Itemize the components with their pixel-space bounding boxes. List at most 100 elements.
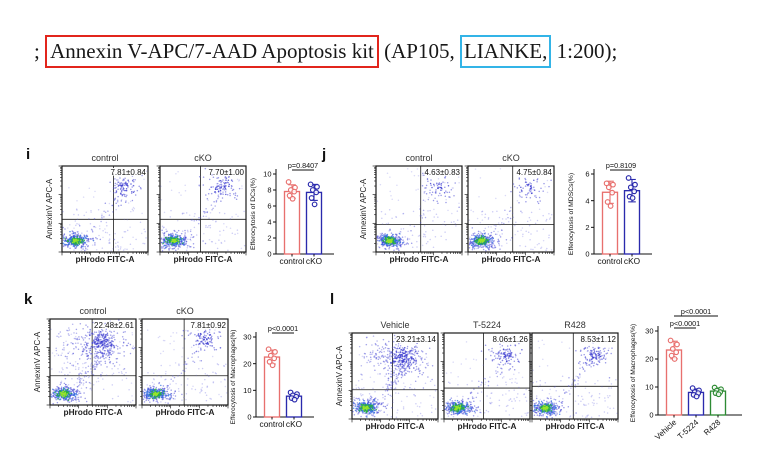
flow-y-axis-label: AnnexinV APC-A [33,331,42,392]
flow-y-axis-label: AnnexinV APC-A [335,345,344,406]
gate-value-label: 22.48±2.61 [94,321,135,330]
y-tick-label: 6 [585,170,589,179]
method-text-line: ; Annexin V-APC/7-AAD Apoptosis kit (AP1… [34,35,617,68]
y-tick-label: 4 [585,196,589,205]
axis-ticks [138,318,229,409]
y-tick-label: 4 [267,218,271,227]
flow-y-axis-label-text: AnnexinV APC-A [33,331,42,392]
p-value-label: p<0.0001 [670,319,700,328]
y-tick-label: 0 [649,411,653,420]
flow-y-axis-label-text: AnnexinV APC-A [335,345,344,406]
flow-x-axis-label: pHrodo FITC-A [64,407,123,417]
axis-ticks [46,318,137,409]
scatter-points [50,319,136,405]
flow-plot-cKO: cKO 7.70±1.00 pHrodo FITC-A [156,153,247,264]
x-category-label: cKO [624,256,641,266]
y-tick-label: 10 [243,386,251,395]
x-category-label: control [260,419,285,429]
panel-letter-i: i [26,146,31,163]
bar-chart-j: 0 2 4 6 Efferocytosis of MDSCs(%) control cKO p… [568,161,652,266]
scatter-points [468,168,553,252]
bar-chart-i: 0 2 4 6 8 10 Efferocytosis of DCs(%) control cKO… [250,161,334,266]
flow-plot-title: control [79,306,106,316]
data-points-cKO [287,389,300,403]
flow-x-axis-label: pHrodo FITC-A [482,254,541,264]
chart-y-axis-label: Efferocytosis of Macrophages(%) [630,324,637,422]
scatter-points [352,334,437,418]
axis-ticks [464,165,555,256]
flow-x-axis-label: pHrodo FITC-A [76,254,135,264]
caption-middle: (AP105, [378,39,460,63]
flow-x-axis-label: pHrodo FITC-A [156,407,215,417]
gate-value-label: 8.06±1.26 [492,335,528,344]
x-category-label: cKO [306,256,323,266]
y-tick-label: 10 [645,383,653,392]
data-points-control [603,180,616,209]
data-points-cKO [625,175,638,201]
gate-value-label: 4.75±0.84 [516,168,552,177]
y-tick-label: 0 [267,250,271,259]
chart-y-axis-label: Efferocytosis of DCs(%) [250,178,257,250]
chart-y-axis-label: Efferocytosis of MDSCs(%) [568,173,575,255]
axis-ticks [156,165,247,256]
flow-plot-title: cKO [502,153,520,163]
axis-ticks [58,165,149,256]
scatter-points [160,167,246,252]
gate-value-label: 7.81±0.92 [190,321,226,330]
p-value-label: p=0.8109 [606,161,636,170]
flow-y-axis-label-text: AnnexinV APC-A [359,178,368,239]
y-tick-label: 2 [267,234,271,243]
flow-plot-title: cKO [176,306,194,316]
flow-plot-title: control [91,153,118,163]
scatter-points [532,334,618,419]
flow-x-axis-label: pHrodo FITC-A [390,254,449,264]
x-category-label: T-5224 [676,417,701,441]
p-value-label: p<0.0001 [268,324,298,333]
y-tick-label: 30 [645,327,653,336]
data-points-R428 [711,384,724,398]
flow-plot-title: T-5224 [473,320,501,330]
x-category-label: R428 [702,417,723,437]
x-category-label: control [598,256,623,266]
axis-ticks [372,165,463,256]
p-value-label: p<0.0001 [681,307,711,316]
gate-value-label: 7.81±0.84 [110,168,146,177]
axis-ticks [528,332,619,423]
flow-plot-title: cKO [194,153,212,163]
data-points-cKO [307,181,320,208]
y-tick-label: 10 [263,170,271,179]
data-points-control [265,346,278,369]
flow-plot-title: control [405,153,432,163]
blue-annotation-box: LIANKE, [459,35,552,68]
chart-y-axis-label: Efferocytosis of Macrophages(%) [230,330,237,425]
flow-x-axis-label: pHrodo FITC-A [174,254,233,264]
flow-y-axis-label: AnnexinV APC-A [45,178,54,239]
flow-plot-cKO: cKO 4.75±0.84 pHrodo FITC-A [464,153,555,264]
axis-ticks [348,332,439,423]
scatter-points [142,321,228,404]
y-tick-label: 0 [247,413,251,422]
y-tick-label: 8 [267,186,271,195]
scatter-points [444,335,529,418]
x-category-label: Vehicle [653,417,679,441]
flow-plot-title: Vehicle [380,320,409,330]
y-tick-label: 0 [585,250,589,259]
y-tick-label: 20 [243,359,251,368]
panel-letter-k: k [24,291,33,308]
gate-value-label: 4.63±0.83 [424,168,460,177]
scatter-points [376,167,460,252]
y-tick-label: 6 [267,202,271,211]
flow-plot-control: control 4.63±0.83 pHrodo FITC-A [372,153,463,264]
caption-prefix: ; [34,39,46,63]
y-tick-label: 2 [585,223,589,232]
flow-plot-control: control 7.81±0.84 pHrodo FITC-A [58,153,149,264]
flow-y-axis-label-text: AnnexinV APC-A [45,178,54,239]
data-points-control [285,179,298,202]
flow-x-axis-label: pHrodo FITC-A [458,421,517,431]
flow-plot-Vehicle: Vehicle 23.21±3.14 pHrodo FITC-A [348,320,439,431]
y-tick-label: 20 [645,355,653,364]
data-points-T-5224 [689,385,702,400]
flow-x-axis-label: pHrodo FITC-A [546,421,605,431]
gate-value-label: 7.70±1.00 [208,168,244,177]
